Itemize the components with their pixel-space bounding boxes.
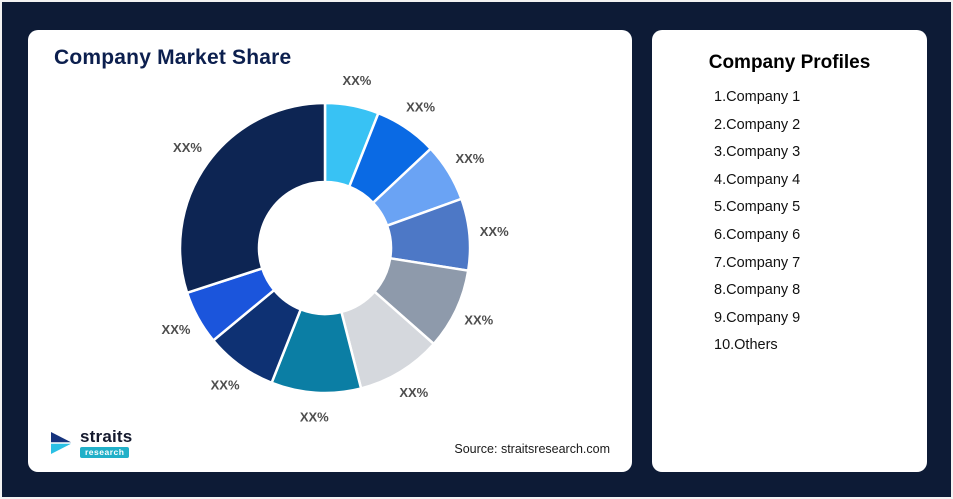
profile-item: 8.Company 8 [714, 282, 801, 299]
profile-item: 2.Company 2 [714, 116, 801, 133]
segment-label: XX% [406, 99, 435, 114]
donut-segment-10 [178, 101, 327, 295]
profiles-list: 1.Company 1 2.Company 2 3.Company 3 4.Co… [652, 84, 927, 360]
donut-chart: XX% XX% XX% XX% XX% XX% XX% XX% XX% XX% [162, 73, 510, 425]
chart-title: Company Market Share [54, 46, 292, 69]
source-note: Source: straitsresearch.com [454, 442, 610, 456]
profile-item: 3.Company 3 [714, 144, 801, 161]
profile-item: 9.Company 9 [714, 309, 801, 326]
logo-name: straits [80, 426, 133, 446]
profile-item: 5.Company 5 [714, 199, 801, 216]
straits-research-logo: straits research [48, 426, 133, 458]
profile-item: 6.Company 6 [714, 226, 801, 243]
segment-label: XX% [342, 73, 371, 88]
market-share-card: Company Market Share XX% XX% XX% XX% XX% XX% X… [28, 30, 632, 472]
segment-label: XX% [300, 410, 329, 425]
profile-item: 1.Company 1 [714, 89, 801, 105]
profile-item: 4.Company 4 [714, 171, 801, 188]
profiles-title: Company Profiles [708, 52, 871, 73]
segment-label: XX% [399, 385, 428, 400]
segment-label: XX% [162, 322, 191, 337]
segment-label: XX% [464, 312, 493, 327]
segment-label: XX% [455, 151, 484, 166]
segment-label: XX% [173, 140, 202, 155]
straits-arrow-icon [51, 431, 71, 454]
logo-subtitle: research [80, 446, 130, 458]
logo-text: straits research [80, 426, 133, 458]
segment-label: XX% [211, 378, 240, 393]
profile-item: 10.Others [714, 337, 778, 354]
company-profiles-card: Company Profiles 1.Company 1 2.Company 2… [652, 30, 927, 472]
profile-item: 7.Company 7 [714, 254, 801, 271]
segment-label: XX% [480, 224, 509, 239]
